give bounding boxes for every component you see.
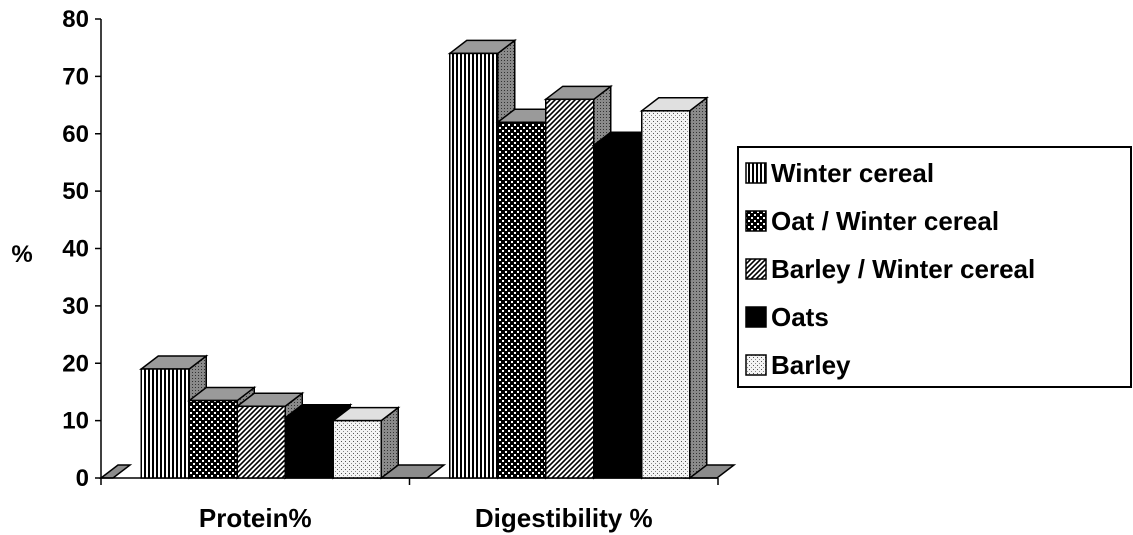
legend-label: Winter cereal	[771, 158, 934, 188]
legend-label: Barley	[771, 350, 851, 380]
legend-swatch	[745, 306, 767, 328]
y-axis-label: %	[11, 241, 32, 268]
x-tick-label: Digestibility %	[475, 503, 653, 533]
bar	[639, 96, 709, 480]
legend	[737, 146, 1132, 388]
y-tick-label: 70	[62, 63, 89, 90]
bar-front	[140, 368, 190, 479]
legend-swatch	[745, 258, 767, 280]
bar-front	[641, 110, 691, 479]
bar-front	[236, 405, 286, 479]
bar-side	[689, 96, 708, 480]
y-tick-label: 60	[62, 121, 89, 148]
bar-front	[497, 121, 547, 479]
floor-segment	[98, 464, 133, 479]
y-tick-label: 0	[76, 465, 89, 492]
legend-label: Oat / Winter cereal	[771, 206, 999, 236]
y-tick-label: 50	[62, 178, 89, 205]
bar-front	[188, 399, 238, 479]
legend-swatch	[745, 354, 767, 376]
legend-swatch	[745, 162, 767, 184]
y-tick-label: 20	[62, 350, 89, 377]
y-tick-label: 10	[62, 408, 89, 435]
y-tick-label: 80	[62, 6, 89, 33]
legend-swatch	[745, 210, 767, 232]
y-tick-label: 30	[62, 293, 89, 320]
bar-front	[449, 52, 499, 479]
legend-label: Oats	[771, 302, 829, 332]
bar-front	[593, 144, 643, 479]
x-tick-label: Protein%	[199, 503, 312, 533]
legend-label: Barley / Winter cereal	[771, 254, 1035, 284]
bar	[331, 406, 401, 480]
bar-front	[332, 419, 382, 479]
bar-front	[545, 98, 595, 479]
y-tick-label: 40	[62, 236, 89, 263]
bar-front	[284, 417, 334, 479]
